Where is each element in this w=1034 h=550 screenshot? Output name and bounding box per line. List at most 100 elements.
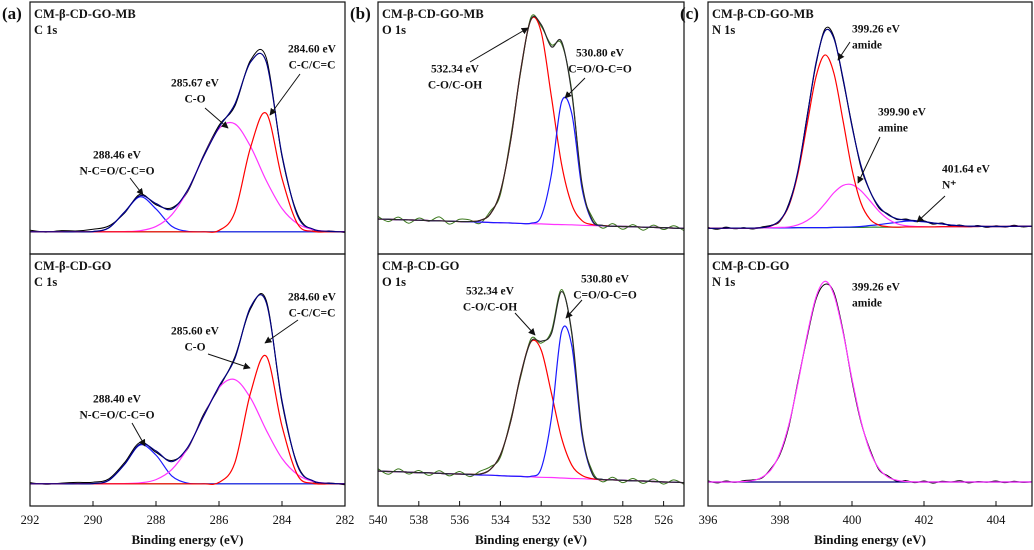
x-tick-label: 530 bbox=[573, 513, 592, 527]
plot-area bbox=[378, 288, 684, 485]
x-tick-label: 402 bbox=[915, 513, 934, 527]
spectrum-line bbox=[378, 290, 684, 484]
spectrum-line bbox=[30, 52, 345, 233]
annotation: C-C/C=C bbox=[289, 308, 336, 320]
annotation: amide bbox=[852, 298, 882, 310]
annotation: 399.26 eV bbox=[852, 282, 901, 294]
panel-subtitle: O 1s bbox=[382, 23, 406, 37]
panel-title: CM-β-CD-GO bbox=[382, 259, 460, 273]
x-tick-label: 292 bbox=[21, 513, 40, 527]
spectrum-line bbox=[378, 339, 684, 484]
panel-subtitle: N 1s bbox=[712, 23, 735, 37]
annotation: 288.46 eV bbox=[93, 150, 142, 162]
panel-subtitle: N 1s bbox=[712, 275, 735, 289]
annotation: C-C/C=C bbox=[289, 60, 336, 72]
x-tick-label: 534 bbox=[491, 513, 511, 527]
annotation-arrow bbox=[565, 299, 583, 319]
panel-subtitle: C 1s bbox=[34, 275, 57, 289]
annotation: 532.34 eV bbox=[466, 286, 515, 298]
x-tick-label: 536 bbox=[450, 513, 469, 527]
panel-subtitle: O 1s bbox=[382, 275, 406, 289]
annotation: 399.90 eV bbox=[878, 107, 927, 119]
panel-title: CM-β-CD-GO-MB bbox=[34, 7, 136, 21]
annotation-arrow bbox=[207, 353, 251, 370]
annotation: 530.80 eV bbox=[576, 48, 625, 60]
plot-area bbox=[708, 280, 1032, 484]
annotation: N-C=O/C-C=O bbox=[79, 166, 154, 178]
x-tick-label: 282 bbox=[336, 513, 355, 527]
annotation: N-C=O/C-C=O bbox=[79, 410, 154, 422]
annotation: C-O/C-OH bbox=[428, 80, 482, 92]
panel-label: (b) bbox=[350, 4, 371, 23]
annotation: 532.34 eV bbox=[431, 64, 480, 76]
annotation-arrow bbox=[269, 73, 301, 116]
annotation: 285.60 eV bbox=[171, 326, 220, 338]
panel-label: (c) bbox=[680, 4, 699, 23]
x-tick-label: 288 bbox=[147, 513, 166, 527]
x-tick-label: 284 bbox=[273, 513, 293, 527]
spectrum-line bbox=[708, 283, 1032, 484]
spectrum-line bbox=[708, 28, 1032, 229]
x-tick-label: 398 bbox=[771, 513, 790, 527]
annotation: 530.80 eV bbox=[581, 274, 630, 286]
annotation: 285.67 eV bbox=[171, 78, 220, 90]
spectrum-line bbox=[708, 26, 1032, 230]
x-tick-label: 526 bbox=[654, 513, 673, 527]
annotation: amine bbox=[878, 123, 908, 135]
spectrum-line bbox=[378, 16, 684, 229]
plot-area bbox=[708, 26, 1032, 230]
annotation-arrow bbox=[264, 319, 299, 344]
annotation-arrow bbox=[131, 422, 146, 447]
panel-title: CM-β-CD-GO bbox=[34, 259, 112, 273]
panel-subtitle: C 1s bbox=[34, 23, 57, 37]
annotation-arrow bbox=[916, 195, 946, 223]
x-tick-label: 532 bbox=[532, 513, 551, 527]
spectrum-line bbox=[708, 280, 1032, 483]
spectrum-line bbox=[378, 15, 684, 229]
x-tick-label: 404 bbox=[987, 513, 1007, 527]
x-tick-label: 540 bbox=[369, 513, 388, 527]
plot-frame bbox=[29, 253, 346, 507]
spectrum-line bbox=[708, 54, 1032, 229]
x-axis-label: Binding energy (eV) bbox=[132, 532, 244, 547]
annotation: C-O bbox=[184, 342, 205, 354]
annotation-arrow bbox=[564, 77, 586, 99]
spectrum-line bbox=[30, 378, 345, 485]
annotation: N⁺ bbox=[942, 180, 956, 192]
x-axis-label: Binding energy (eV) bbox=[475, 532, 587, 547]
annotation: 288.40 eV bbox=[93, 394, 142, 406]
x-tick-label: 538 bbox=[409, 513, 428, 527]
plot-frame bbox=[377, 1, 685, 255]
annotation: 401.64 eV bbox=[942, 164, 991, 176]
panel-title: CM-β-CD-GO-MB bbox=[382, 7, 484, 21]
annotation: 284.60 eV bbox=[288, 292, 337, 304]
x-tick-label: 290 bbox=[84, 513, 103, 527]
x-tick-label: 286 bbox=[210, 513, 229, 527]
x-axis-label: Binding energy (eV) bbox=[814, 532, 926, 547]
annotation: C-O/C-OH bbox=[463, 302, 517, 314]
panel-label: (a) bbox=[2, 4, 22, 23]
spectrum-line bbox=[30, 294, 345, 485]
spectrum-line bbox=[378, 96, 684, 229]
annotation: C=O/O-C=O bbox=[568, 64, 632, 76]
spectrum-line bbox=[378, 325, 684, 484]
spectrum-line bbox=[30, 293, 345, 486]
x-tick-label: 528 bbox=[613, 513, 632, 527]
x-tick-label: 400 bbox=[843, 513, 862, 527]
x-tick-label: 396 bbox=[699, 513, 718, 527]
annotation: amide bbox=[852, 40, 882, 52]
annotation: 399.26 eV bbox=[852, 24, 901, 36]
annotation-arrow bbox=[837, 41, 851, 61]
annotation-arrow bbox=[857, 136, 881, 184]
annotation-arrow bbox=[129, 177, 144, 196]
plot-frame bbox=[707, 253, 1033, 507]
annotation-arrow bbox=[469, 27, 529, 63]
plot-frame bbox=[377, 253, 685, 507]
plot-area bbox=[378, 14, 684, 232]
annotation-arrow bbox=[204, 107, 229, 129]
plot-area bbox=[30, 293, 345, 486]
plot-area bbox=[30, 48, 345, 234]
panel-title: CM-β-CD-GO-MB bbox=[712, 7, 814, 21]
panel-title: CM-β-CD-GO bbox=[712, 259, 790, 273]
